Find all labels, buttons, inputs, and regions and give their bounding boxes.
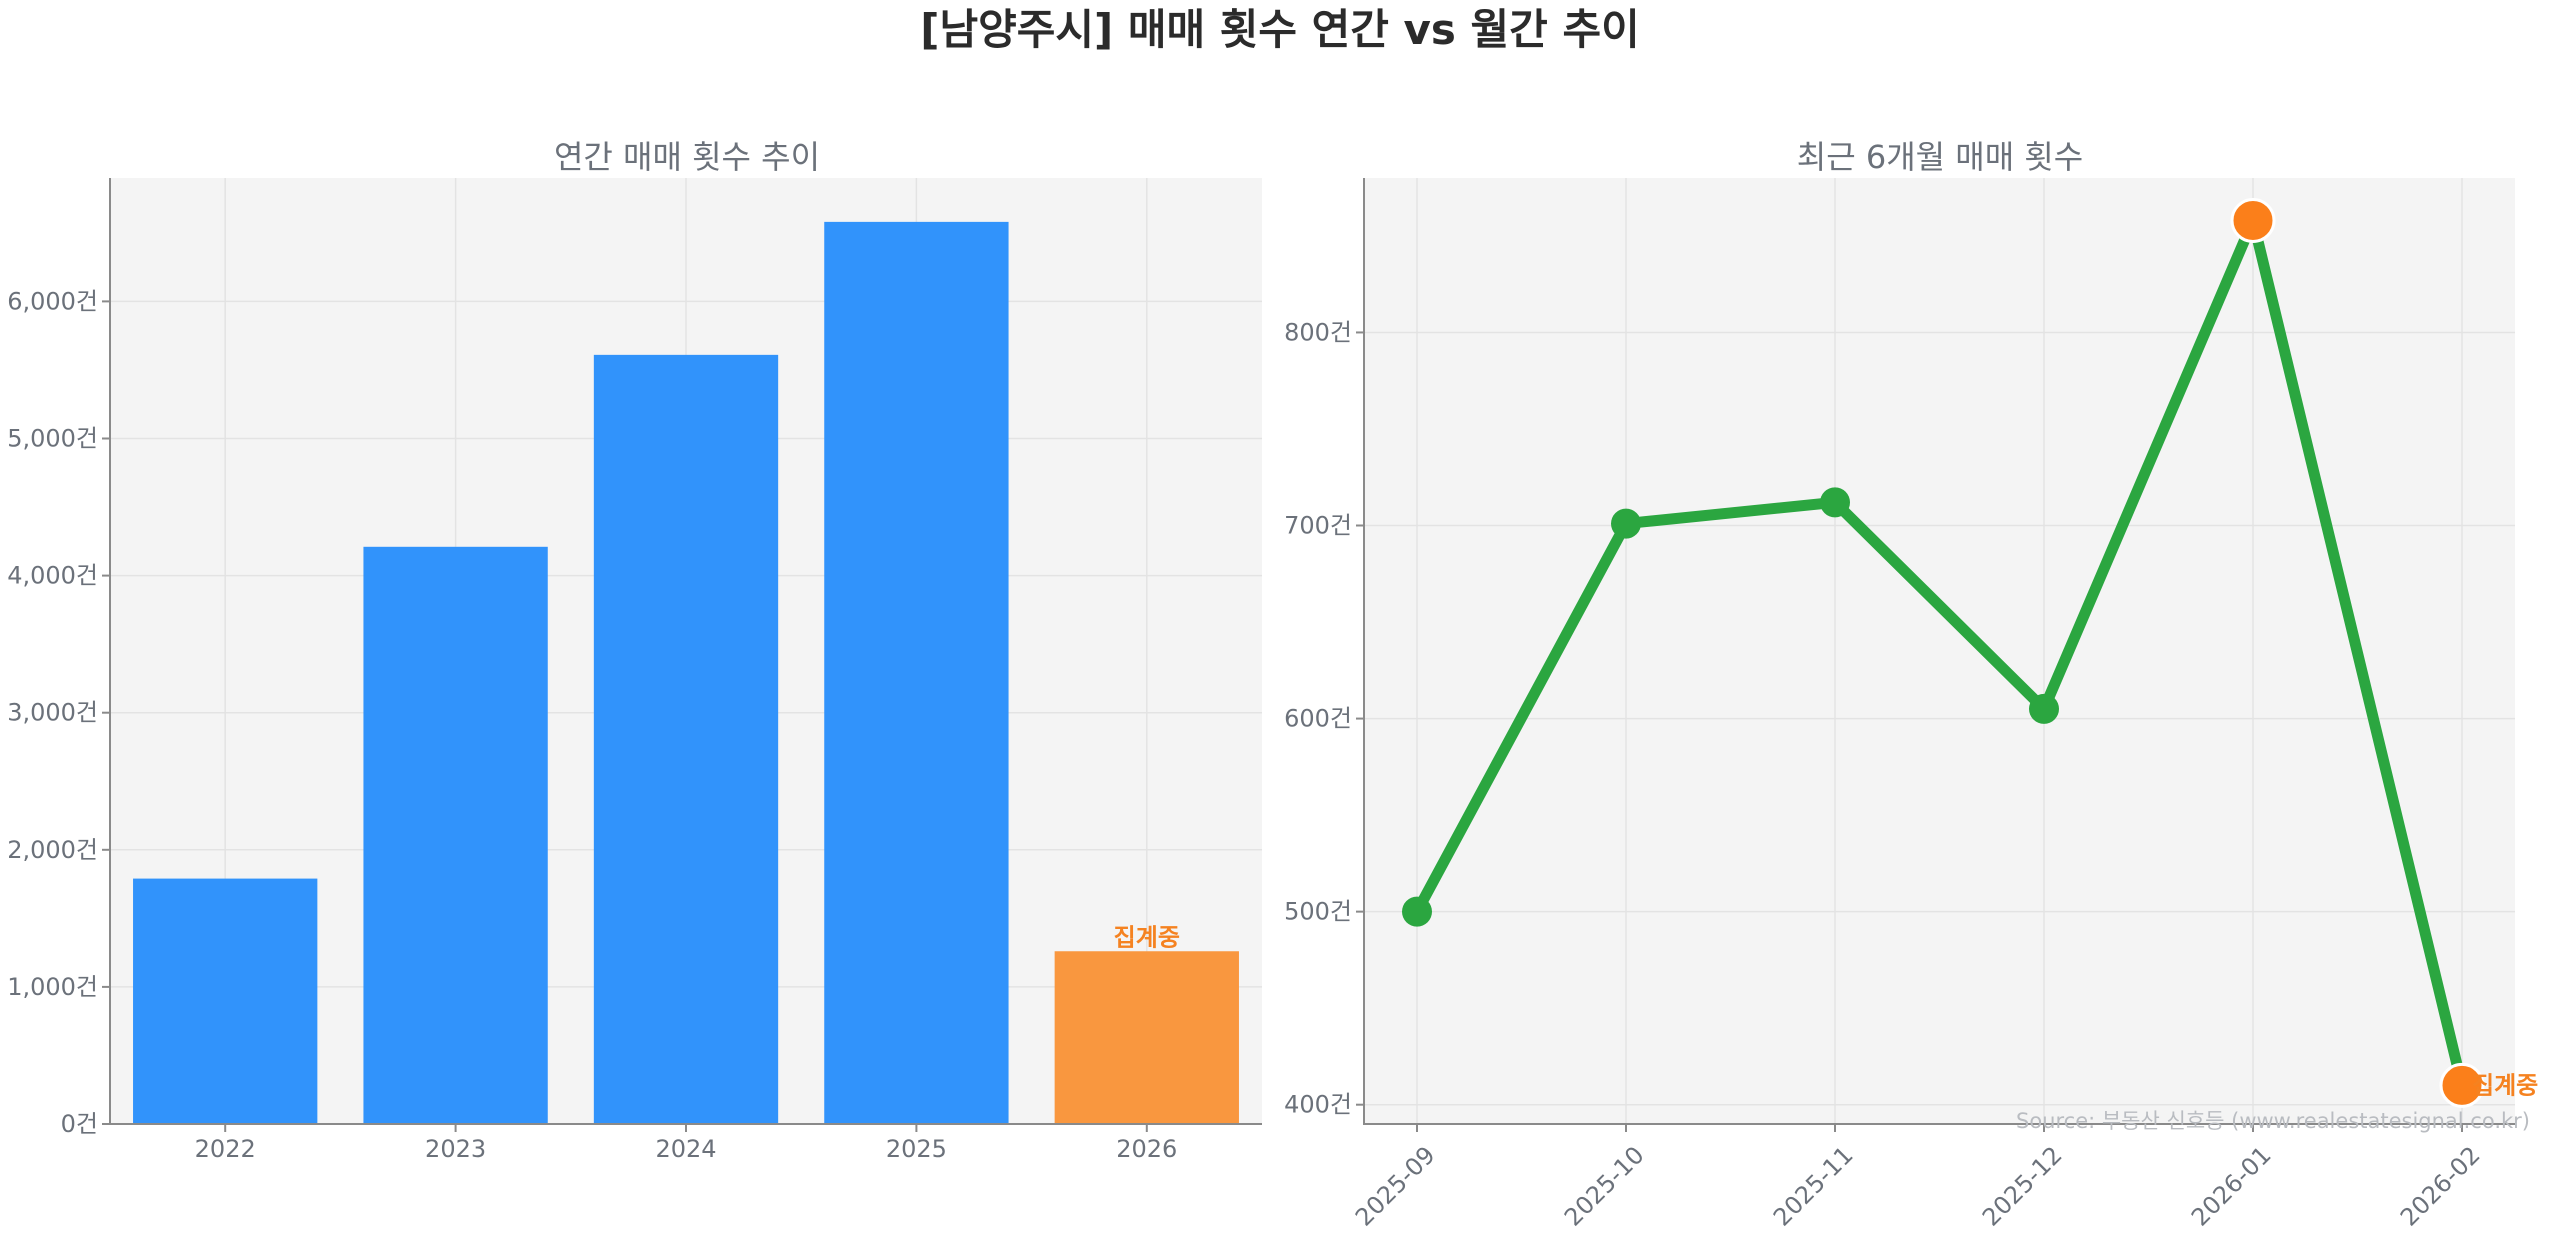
monthly-point-2025-11 (1820, 487, 1850, 518)
monthly-x-ticks: 2025-09 2025-10 2025-11 2025-12 2026-01 2026-… (1350, 1124, 2486, 1232)
monthly-points (1402, 197, 2485, 1108)
annual-x-tick-label: 2023 (425, 1135, 486, 1163)
annual-chart: 연간 매매 횟수 추이 0건 1,000건 2,000건 3,000건 4,000건 5,… (7, 138, 1262, 1163)
annual-y-tick-label: 3,000건 (7, 699, 98, 727)
monthly-point-2025-10 (1611, 508, 1641, 539)
monthly-x-tick-label: 2026-01 (2186, 1141, 2277, 1232)
figure-title: [남양주시] 매매 횟수 연간 vs 월간 추이 (920, 5, 1639, 54)
monthly-y-tick-label: 400건 (1284, 1091, 1352, 1119)
monthly-point-2025-12 (2029, 693, 2059, 724)
monthly-x-tick-label: 2025-09 (1350, 1141, 1441, 1232)
annual-y-tick-label: 1,000건 (7, 973, 98, 1001)
annual-bar-2026 (1054, 951, 1239, 1124)
annual-bar-2024 (593, 354, 779, 1125)
annual-y-tick-label: 6,000건 (7, 287, 98, 315)
annual-y-tick-label: 0건 (61, 1110, 98, 1138)
annual-bar-2023 (363, 546, 548, 1124)
annual-x-tick-label: 2025 (886, 1135, 947, 1163)
annual-bar-2025 (824, 221, 1009, 1125)
annual-y-tick-label: 4,000건 (7, 562, 98, 590)
annual-status-label: 집계중 (1114, 923, 1180, 951)
monthly-point-2026-01 (2230, 197, 2276, 243)
monthly-status-label: 집계중 (2472, 1071, 2538, 1099)
annual-y-ticks: 0건 1,000건 2,000건 3,000건 4,000건 5,000건 6,000건 (7, 287, 110, 1138)
monthly-x-tick-label: 2025-12 (1977, 1141, 2068, 1232)
monthly-chart: 최근 6개월 매매 횟수 400건 500건 600건 700건 800건 2025-0… (1284, 138, 2538, 1232)
monthly-y-tick-label: 600건 (1284, 705, 1352, 733)
monthly-axes (1363, 178, 2515, 1125)
monthly-y-tick-label: 500건 (1284, 898, 1352, 926)
annual-y-tick-label: 2,000건 (7, 836, 98, 864)
annual-y-tick-label: 5,000건 (7, 424, 98, 452)
monthly-point-2026-02 (2439, 1062, 2485, 1108)
monthly-point-2025-09 (1402, 896, 1432, 927)
annual-x-tick-label: 2024 (655, 1135, 716, 1163)
monthly-chart-title: 최근 6개월 매매 횟수 (1797, 138, 2083, 176)
annual-bars (133, 221, 1239, 1125)
monthly-plot-area (1364, 178, 2515, 1124)
monthly-y-ticks: 400건 500건 600건 700건 800건 (1284, 318, 1364, 1119)
monthly-series-line (1411, 214, 2468, 1091)
annual-x-tick-label: 2026 (1116, 1135, 1177, 1163)
monthly-x-tick-label: 2025-11 (1768, 1141, 1859, 1232)
monthly-x-tick-label: 2026-02 (2395, 1141, 2486, 1232)
annual-x-tick-label: 2022 (195, 1135, 256, 1163)
annual-bar-2022 (133, 878, 318, 1124)
monthly-y-tick-label: 800건 (1284, 318, 1352, 346)
annual-x-ticks: 2022 2023 2024 2025 2026 (195, 1124, 1177, 1163)
monthly-y-tick-label: 700건 (1284, 512, 1352, 540)
source-note: Source: 부동산 신호등 (www.realestatesignal.co… (2016, 1109, 2530, 1133)
monthly-x-tick-label: 2025-10 (1559, 1141, 1650, 1232)
annual-chart-title: 연간 매매 횟수 추이 (554, 138, 820, 176)
